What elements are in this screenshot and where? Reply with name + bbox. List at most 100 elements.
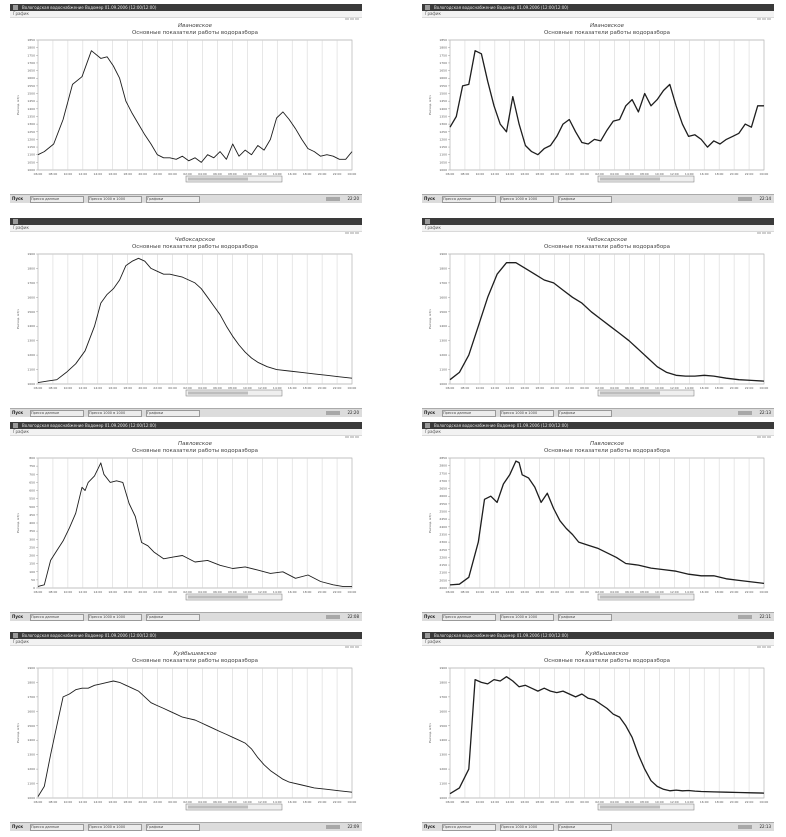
taskbar-task[interactable]: Пресса данные bbox=[30, 196, 84, 203]
taskbar-task[interactable]: Пресса данные bbox=[442, 614, 496, 621]
y-tick-label: 1300 bbox=[27, 339, 35, 343]
menu-item-graph[interactable]: График bbox=[13, 225, 29, 230]
minimize-icon[interactable] bbox=[757, 16, 761, 20]
scroll-thumb[interactable] bbox=[188, 805, 248, 809]
x-tick-label: 14:00 bbox=[685, 172, 694, 176]
taskbar-task[interactable]: Графики bbox=[146, 824, 200, 831]
x-tick-label: 06:00 bbox=[625, 800, 634, 804]
plot-area bbox=[449, 39, 765, 171]
scroll-thumb[interactable] bbox=[600, 595, 660, 599]
taskbar-task[interactable]: Пресса данные bbox=[30, 614, 84, 621]
taskbar-task[interactable]: Пресса 1000 в 1000 bbox=[88, 614, 142, 621]
taskbar-task[interactable]: Графики bbox=[146, 614, 200, 621]
taskbar-task[interactable]: Пресса данные bbox=[442, 196, 496, 203]
x-tick-label: 20:00 bbox=[318, 386, 327, 390]
y-tick-label: 1000 bbox=[439, 796, 447, 800]
taskbar-task[interactable]: Пресса 1000 в 1000 bbox=[88, 196, 142, 203]
maximize-icon[interactable] bbox=[350, 434, 354, 438]
x-tick-label: 08:00 bbox=[49, 590, 58, 594]
close-icon[interactable] bbox=[355, 230, 359, 234]
close-icon[interactable] bbox=[767, 644, 771, 648]
series-line bbox=[449, 676, 765, 795]
start-button[interactable]: Пуск bbox=[424, 410, 436, 415]
menu-item-graph[interactable]: График bbox=[13, 429, 29, 434]
x-tick-label: 00:00 bbox=[760, 800, 769, 804]
taskbar-task[interactable]: Пресса 1000 в 1000 bbox=[500, 824, 554, 831]
menu-item-graph[interactable]: График bbox=[425, 429, 441, 434]
minimize-icon[interactable] bbox=[757, 644, 761, 648]
close-icon[interactable] bbox=[767, 16, 771, 20]
close-icon[interactable] bbox=[767, 434, 771, 438]
minimize-icon[interactable] bbox=[345, 230, 349, 234]
maximize-icon[interactable] bbox=[762, 434, 766, 438]
x-tick-label: 00:00 bbox=[760, 386, 769, 390]
scroll-thumb[interactable] bbox=[600, 391, 660, 395]
x-tick-label: 00:00 bbox=[348, 172, 357, 176]
x-tick-label: 22:00 bbox=[565, 590, 574, 594]
scroll-thumb[interactable] bbox=[188, 177, 248, 181]
start-button[interactable]: Пуск bbox=[12, 614, 24, 619]
taskbar-task[interactable]: Графики bbox=[558, 410, 612, 417]
taskbar-task[interactable]: Пресса данные bbox=[30, 824, 84, 831]
window-titlebar: Вологодская водоснабжение Водомер 01.09.… bbox=[422, 4, 774, 20]
y-tick-label: 2050 bbox=[439, 578, 447, 582]
start-button[interactable]: Пуск bbox=[424, 824, 436, 829]
taskbar-task[interactable]: Графики bbox=[558, 614, 612, 621]
tray-icons bbox=[326, 197, 340, 201]
scroll-thumb[interactable] bbox=[600, 805, 660, 809]
start-button[interactable]: Пуск bbox=[12, 824, 24, 829]
minimize-icon[interactable] bbox=[345, 644, 349, 648]
start-button[interactable]: Пуск bbox=[424, 196, 436, 201]
taskbar-task[interactable]: Пресса данные bbox=[442, 410, 496, 417]
close-icon[interactable] bbox=[355, 16, 359, 20]
taskbar-task[interactable]: Пресса данные bbox=[30, 410, 84, 417]
minimize-icon[interactable] bbox=[345, 16, 349, 20]
minimize-icon[interactable] bbox=[757, 434, 761, 438]
x-tick-label: 20:00 bbox=[318, 172, 327, 176]
maximize-icon[interactable] bbox=[762, 16, 766, 20]
taskbar-task[interactable]: Графики bbox=[558, 196, 612, 203]
taskbar-task[interactable]: Пресса 1000 в 1000 bbox=[88, 824, 142, 831]
menu-item-graph[interactable]: График bbox=[425, 11, 441, 16]
close-icon[interactable] bbox=[767, 230, 771, 234]
y-tick-label: 1050 bbox=[439, 160, 447, 164]
taskbar-task[interactable]: Графики bbox=[146, 196, 200, 203]
series-line bbox=[449, 460, 765, 586]
menu-item-graph[interactable]: График bbox=[425, 225, 441, 230]
taskbar-task[interactable]: Пресса 1000 в 1000 bbox=[88, 410, 142, 417]
y-tick-label: 1200 bbox=[27, 353, 35, 357]
scroll-thumb[interactable] bbox=[188, 595, 248, 599]
minimize-icon[interactable] bbox=[757, 230, 761, 234]
start-button[interactable]: Пуск bbox=[12, 410, 24, 415]
menu-item-graph[interactable]: График bbox=[425, 639, 441, 644]
menu-item-graph[interactable]: График bbox=[13, 11, 29, 16]
start-button[interactable]: Пуск bbox=[424, 614, 436, 619]
x-tick-label: 12:00 bbox=[670, 800, 679, 804]
taskbar-task[interactable]: Графики bbox=[558, 824, 612, 831]
window-controls bbox=[344, 219, 360, 234]
x-tick-label: 00:00 bbox=[580, 590, 589, 594]
start-button[interactable]: Пуск bbox=[12, 196, 24, 201]
taskbar-task[interactable]: Пресса 1000 в 1000 bbox=[500, 410, 554, 417]
maximize-icon[interactable] bbox=[350, 644, 354, 648]
taskbar-clock: 22:11 bbox=[759, 614, 771, 619]
y-tick-label: 1450 bbox=[27, 99, 35, 103]
x-tick-label: 10:00 bbox=[655, 590, 664, 594]
menu-bar: График bbox=[422, 225, 774, 232]
maximize-icon[interactable] bbox=[350, 230, 354, 234]
maximize-icon[interactable] bbox=[762, 644, 766, 648]
taskbar-task[interactable]: Графики bbox=[146, 410, 200, 417]
taskbar-task[interactable]: Пресса 1000 в 1000 bbox=[500, 614, 554, 621]
scroll-thumb[interactable] bbox=[188, 391, 248, 395]
taskbar-task[interactable]: Пресса 1000 в 1000 bbox=[500, 196, 554, 203]
minimize-icon[interactable] bbox=[345, 434, 349, 438]
menu-item-graph[interactable]: График bbox=[13, 639, 29, 644]
x-tick-label: 10:00 bbox=[243, 386, 252, 390]
close-icon[interactable] bbox=[355, 434, 359, 438]
maximize-icon[interactable] bbox=[762, 230, 766, 234]
chart-subtitle: Основные показатели работы водоразбора bbox=[544, 244, 670, 250]
close-icon[interactable] bbox=[355, 644, 359, 648]
scroll-thumb[interactable] bbox=[600, 177, 660, 181]
maximize-icon[interactable] bbox=[350, 16, 354, 20]
taskbar-task[interactable]: Пресса данные bbox=[442, 824, 496, 831]
